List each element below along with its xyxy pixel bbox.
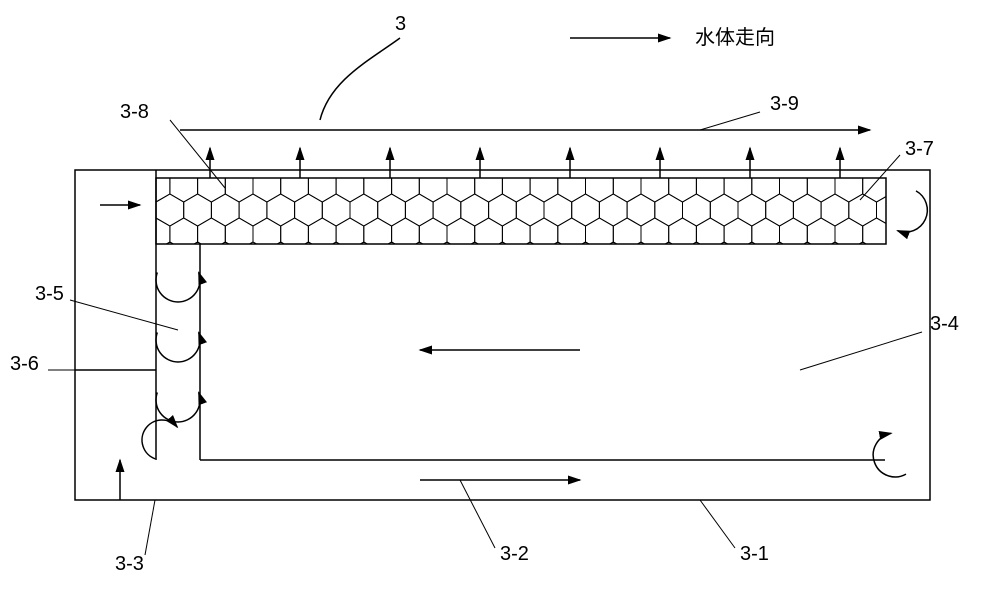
label-3: 3 (395, 13, 406, 35)
leader-3-3 (145, 500, 155, 555)
curve-arrow-0 (156, 273, 200, 302)
outer-tank (75, 170, 930, 500)
curve-arrow-4 (898, 191, 928, 232)
curve-arrow-1 (156, 333, 200, 362)
label-3-5: 3-5 (35, 283, 64, 305)
leader-3-1 (700, 500, 735, 548)
leader-3-9 (700, 112, 760, 130)
label-3-7: 3-7 (905, 138, 934, 160)
curve-arrow-5 (873, 433, 906, 477)
label-3-3: 3-3 (115, 553, 144, 575)
label-3-9: 3-9 (770, 93, 799, 115)
label-3-2: 3-2 (500, 543, 529, 565)
leader-3-4 (800, 332, 922, 370)
leader-3 (320, 38, 400, 120)
label-3-4: 3-4 (930, 313, 959, 335)
honeycomb-fill (114, 146, 959, 370)
leader-3-5 (70, 300, 178, 330)
label-3-8: 3-8 (120, 101, 149, 123)
curve-arrow-2 (156, 393, 200, 422)
curve-arrow-3 (142, 420, 177, 459)
label-3-1: 3-1 (740, 543, 769, 565)
label-3-6: 3-6 (10, 353, 39, 375)
legend-text: 水体走向 (695, 26, 775, 49)
honeycomb-frame (156, 178, 886, 244)
leader-3-2 (460, 480, 495, 548)
